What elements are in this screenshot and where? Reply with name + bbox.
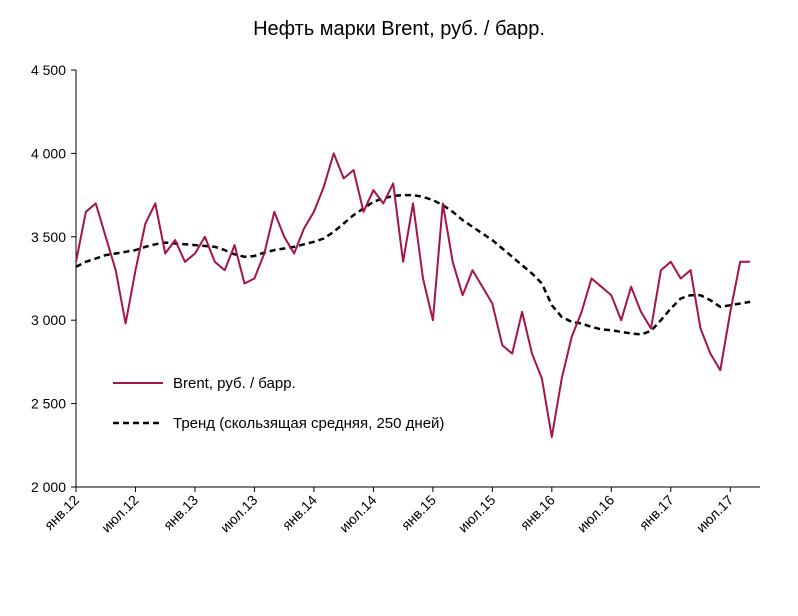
legend-item-brent-label: Brent, руб. / барр.: [173, 375, 296, 392]
x-tick-label: янв.12: [41, 492, 82, 533]
y-tick-label: 3 000: [31, 312, 66, 328]
brent-series-line: [75, 152, 751, 438]
y-tick-label: 3 500: [31, 229, 66, 245]
x-tick-label: июл.17: [693, 492, 737, 536]
series-layer: [75, 152, 751, 438]
x-tick-label: янв.16: [517, 492, 558, 533]
y-tick-label: 2 500: [31, 396, 66, 412]
legend: Brent, руб. / барр. Тренд (скользящая сре…: [113, 375, 444, 432]
chart-title: Нефть марки Brent, руб. / барр.: [253, 18, 545, 40]
x-tick-label: янв.13: [160, 492, 201, 533]
x-tick-label: янв.14: [279, 492, 320, 533]
x-tick-label: июл.14: [336, 492, 380, 536]
x-tick-label: июл.16: [574, 492, 618, 536]
x-tick-label: июл.13: [217, 492, 261, 536]
trend-series-line: [75, 193, 751, 336]
legend-item-trend-label: Тренд (скользящая средняя, 250 дней): [173, 415, 444, 432]
y-tick-label: 4 500: [31, 62, 66, 78]
x-tick-label: июл.15: [455, 492, 499, 536]
y-tick-label: 2 000: [31, 479, 66, 495]
x-tick-label: июл.12: [98, 492, 142, 536]
x-tick-label: янв.15: [398, 492, 439, 533]
y-tick-label: 4 000: [31, 145, 66, 161]
x-tick-label: янв.17: [636, 492, 677, 533]
